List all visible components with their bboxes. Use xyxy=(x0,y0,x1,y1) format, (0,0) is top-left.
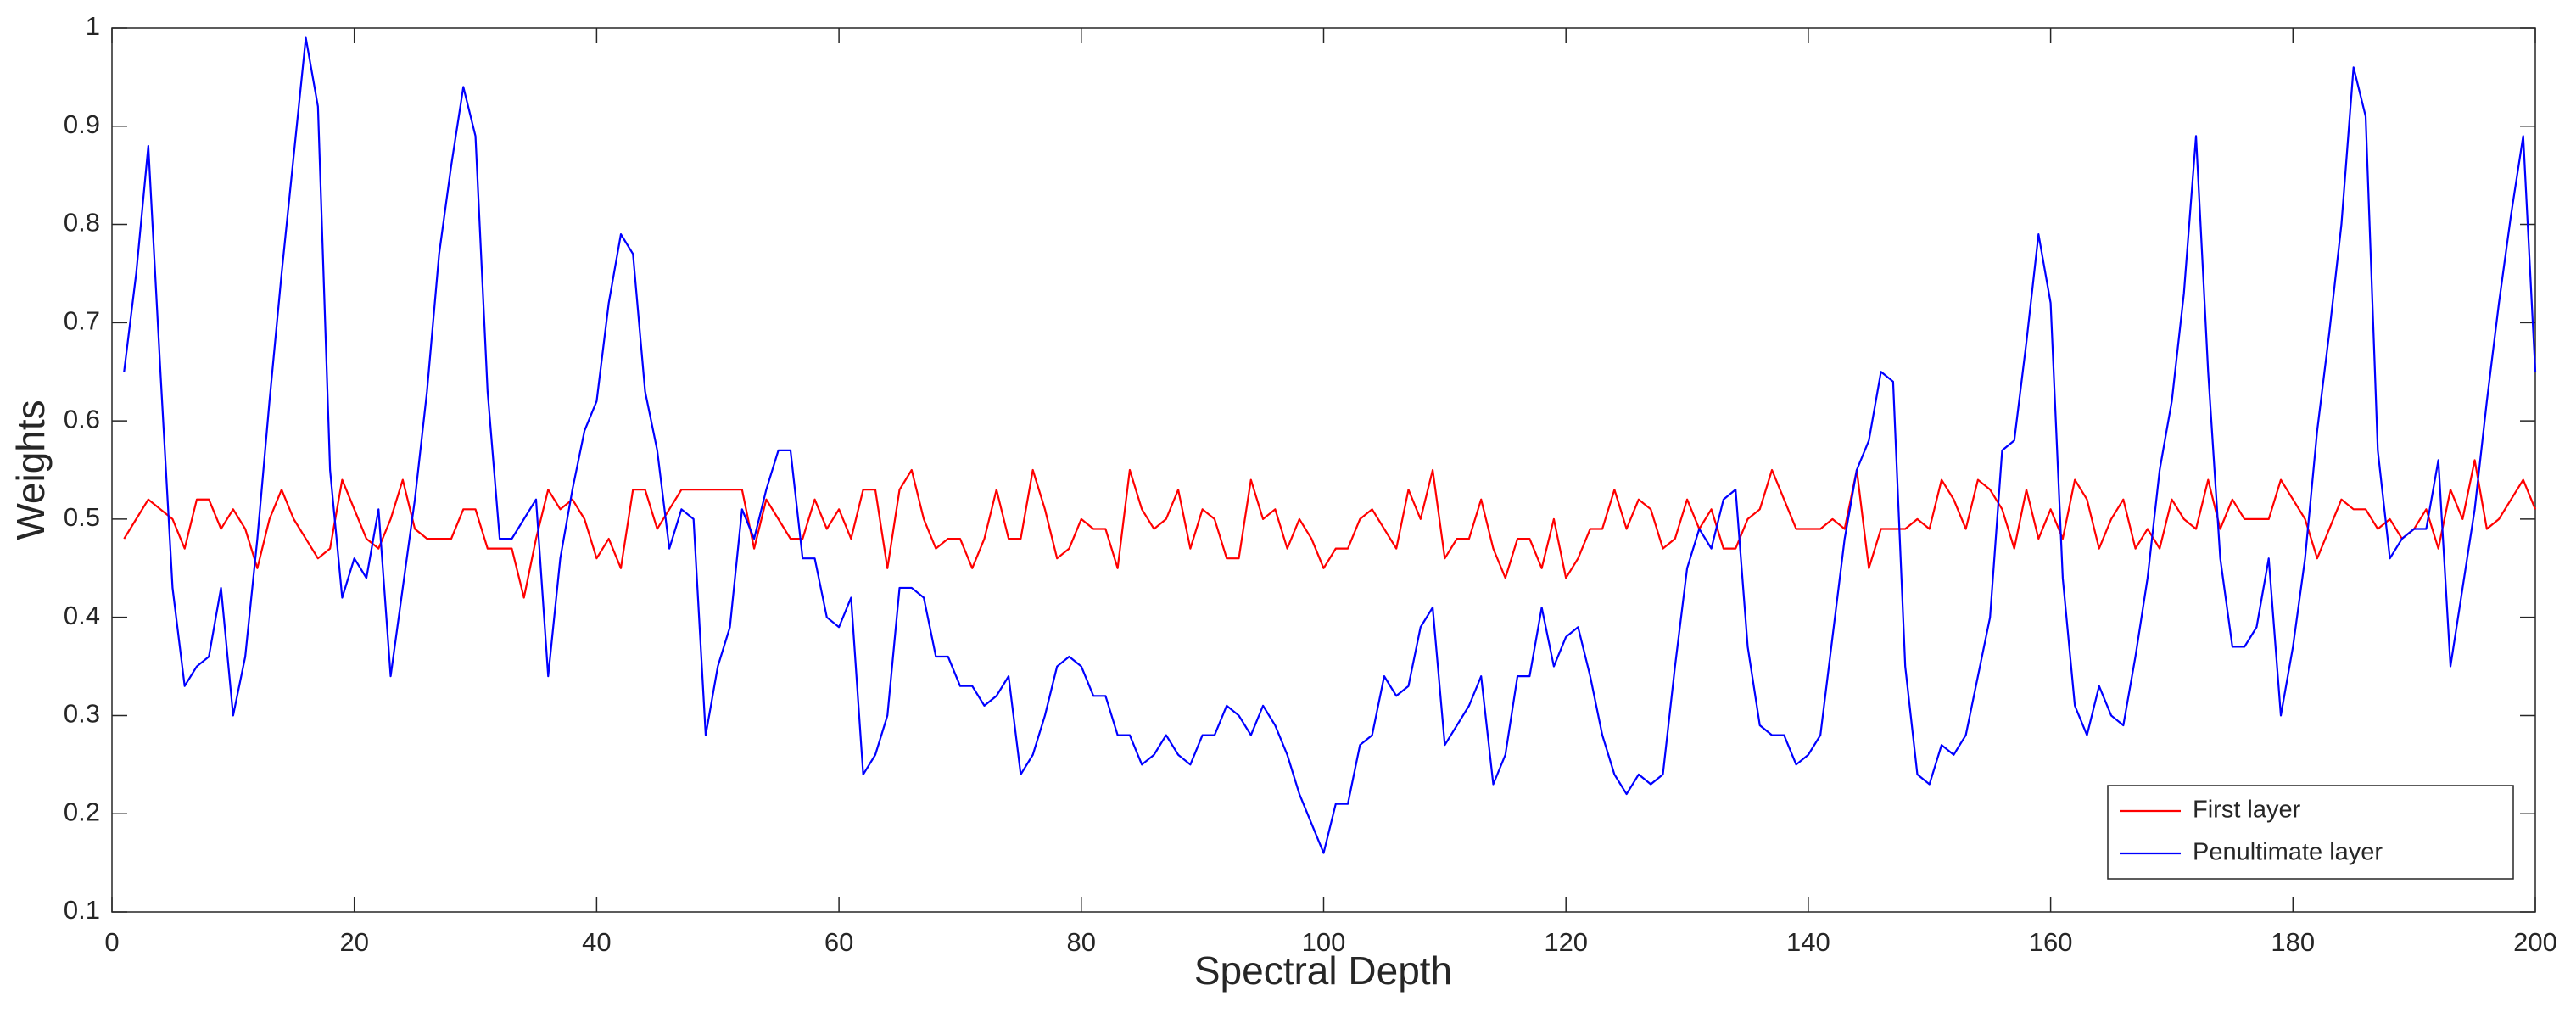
x-axis-label: Spectral Depth xyxy=(1194,948,1452,993)
y-tick-label: 1 xyxy=(86,11,100,41)
legend-label: First layer xyxy=(2193,797,2301,824)
x-tick-label: 40 xyxy=(582,927,611,957)
x-tick-label: 140 xyxy=(1786,927,1830,957)
y-tick-label: 0.1 xyxy=(64,895,100,925)
y-tick-label: 0.7 xyxy=(64,306,100,336)
x-tick-label: 100 xyxy=(1302,927,1346,957)
x-tick-label: 200 xyxy=(2513,927,2557,957)
legend-box xyxy=(2107,785,2514,880)
y-axis-label: Weights xyxy=(8,400,53,540)
plot-area xyxy=(111,27,2536,913)
y-tick-label: 0.3 xyxy=(64,699,100,729)
x-tick-label: 60 xyxy=(824,927,853,957)
x-tick-label: 180 xyxy=(2271,927,2315,957)
x-tick-label: 120 xyxy=(1544,927,1588,957)
y-tick-label: 0.6 xyxy=(64,404,100,433)
y-tick-label: 0.5 xyxy=(64,502,100,532)
y-tick-label: 0.2 xyxy=(64,797,100,826)
x-tick-label: 160 xyxy=(2029,927,2073,957)
x-tick-label: 0 xyxy=(104,927,119,957)
x-tick-label: 80 xyxy=(1067,927,1096,957)
y-tick-label: 0.9 xyxy=(64,109,100,139)
x-tick-label: 20 xyxy=(339,927,368,957)
legend-label: Penultimate layer xyxy=(2193,839,2383,866)
y-tick-label: 0.4 xyxy=(64,601,100,630)
line-series xyxy=(123,36,2537,854)
y-tick-label: 0.8 xyxy=(64,208,100,238)
line-series xyxy=(123,459,2537,599)
